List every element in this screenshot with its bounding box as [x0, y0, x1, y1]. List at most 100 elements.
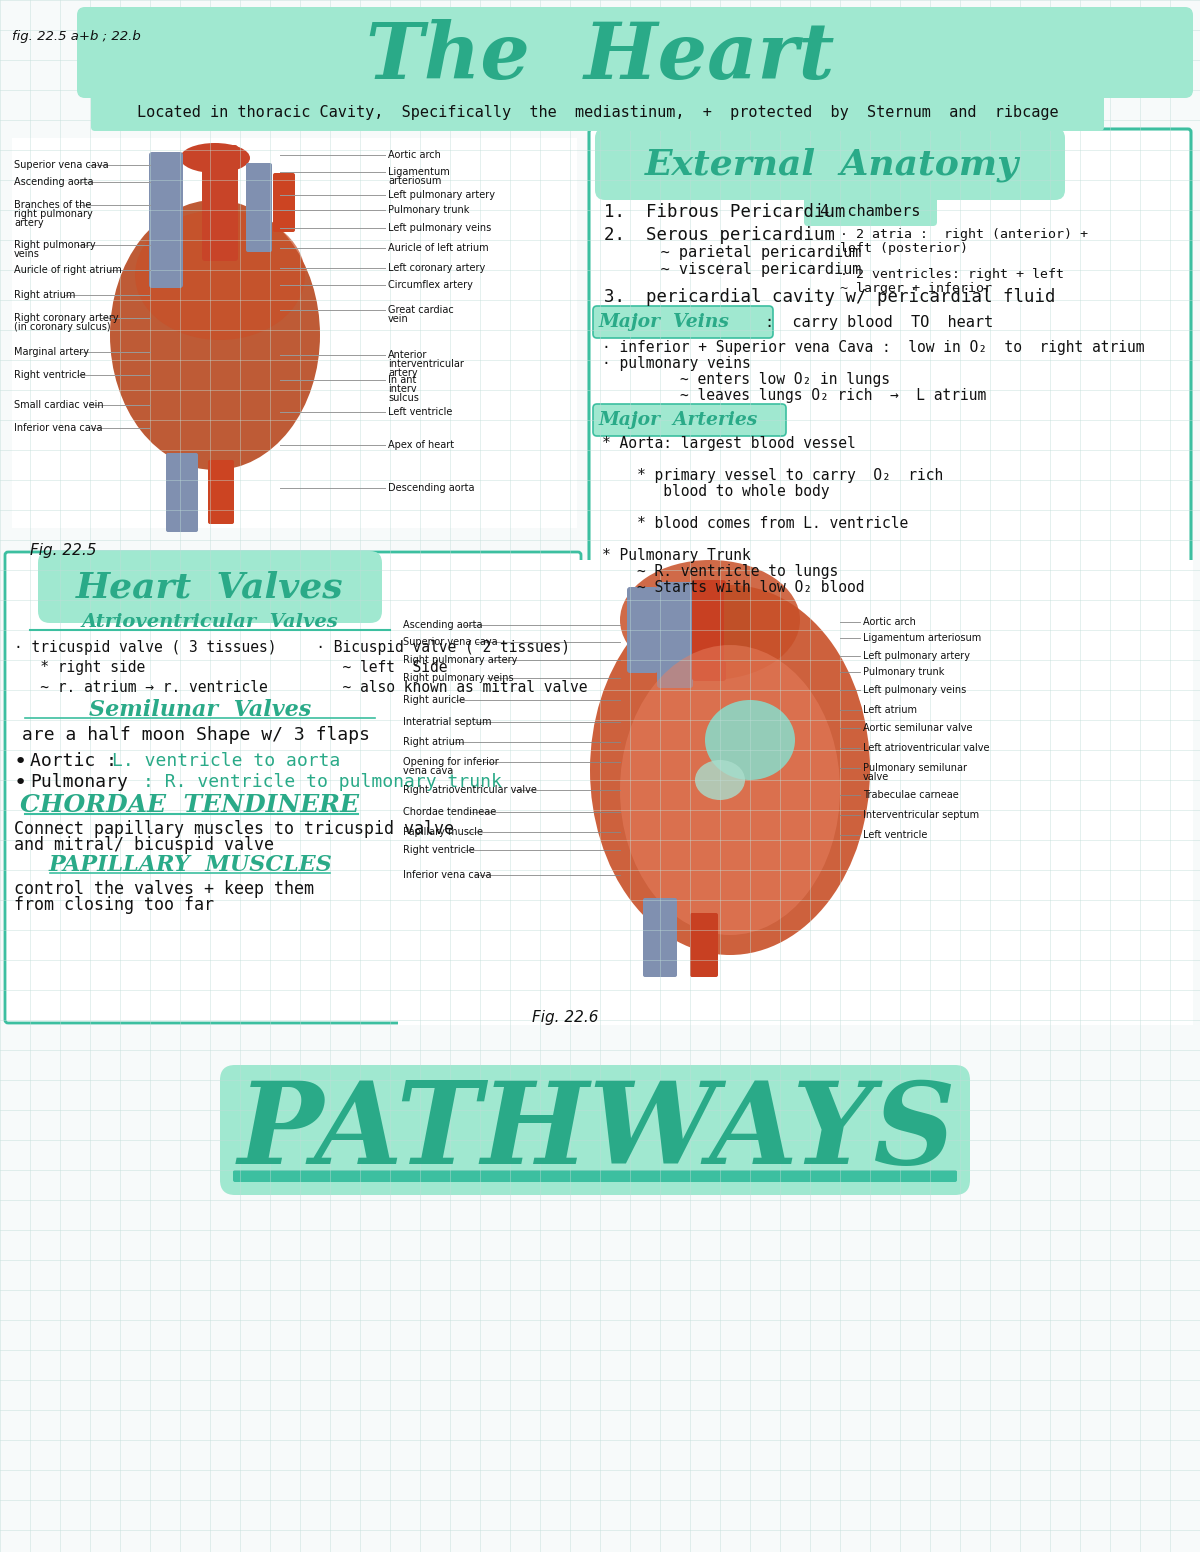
Text: * Aorta: largest blood vessel: * Aorta: largest blood vessel — [602, 436, 856, 452]
Text: fig. 22.5 a+b ; 22.b: fig. 22.5 a+b ; 22.b — [12, 29, 140, 43]
Text: PATHWAYS: PATHWAYS — [238, 1077, 956, 1189]
FancyBboxPatch shape — [628, 587, 658, 674]
Text: veins: veins — [14, 248, 40, 259]
Text: ~ also known as mitral valve: ~ also known as mitral valve — [290, 680, 588, 695]
Text: · pulmonary veins: · pulmonary veins — [602, 355, 751, 371]
Text: Pulmonary semilunar: Pulmonary semilunar — [863, 764, 967, 773]
Text: interventricular: interventricular — [388, 359, 464, 369]
FancyBboxPatch shape — [38, 551, 382, 622]
FancyBboxPatch shape — [593, 404, 786, 436]
Text: blood to whole body: blood to whole body — [602, 484, 829, 500]
Ellipse shape — [620, 646, 840, 934]
Text: : R. ventricle to pulmonary trunk: : R. ventricle to pulmonary trunk — [143, 773, 502, 792]
Text: Left pulmonary artery: Left pulmonary artery — [863, 650, 970, 661]
FancyBboxPatch shape — [233, 1170, 958, 1183]
Ellipse shape — [590, 585, 870, 954]
Ellipse shape — [695, 760, 745, 799]
Text: 2.  Serous pericardium: 2. Serous pericardium — [604, 227, 835, 244]
Text: Small cardiac vein: Small cardiac vein — [14, 400, 103, 410]
Text: (in coronary sulcus): (in coronary sulcus) — [14, 321, 110, 332]
FancyBboxPatch shape — [589, 129, 1190, 655]
Text: vena cava: vena cava — [403, 767, 454, 776]
Text: Interatrial septum: Interatrial septum — [403, 717, 492, 726]
FancyBboxPatch shape — [398, 560, 1193, 1024]
Text: Left pulmonary artery: Left pulmonary artery — [388, 189, 496, 200]
Text: Superior vena cava: Superior vena cava — [403, 636, 498, 647]
Text: Great cardiac: Great cardiac — [388, 306, 454, 315]
FancyBboxPatch shape — [208, 459, 234, 525]
FancyBboxPatch shape — [5, 553, 581, 1023]
Text: Pulmonary trunk: Pulmonary trunk — [863, 667, 944, 677]
Text: ~ parietal pericardium: ~ parietal pericardium — [616, 245, 862, 261]
Text: Right pulmonary: Right pulmonary — [14, 241, 96, 250]
Text: · inferior + Superior vena Cava :  low in O₂  to  right atrium: · inferior + Superior vena Cava : low in… — [602, 340, 1145, 355]
Text: Anterior: Anterior — [388, 351, 427, 360]
FancyBboxPatch shape — [149, 152, 182, 289]
Text: Connect papillary muscles to tricuspid valve: Connect papillary muscles to tricuspid v… — [14, 819, 454, 838]
FancyBboxPatch shape — [166, 453, 198, 532]
Text: * primary vessel to carry  O₂  rich: * primary vessel to carry O₂ rich — [602, 469, 943, 483]
Text: 4  chambers: 4 chambers — [820, 203, 920, 219]
Text: Major  Veins: Major Veins — [599, 314, 730, 331]
Text: 1.  Fibrous Pericardium: 1. Fibrous Pericardium — [604, 203, 846, 220]
Text: Right pulmonary veins: Right pulmonary veins — [403, 674, 514, 683]
Text: Right atrium: Right atrium — [403, 737, 464, 747]
Text: * Pulmonary Trunk: * Pulmonary Trunk — [602, 548, 751, 563]
Text: Chordae tendineae: Chordae tendineae — [403, 807, 497, 816]
Text: control the valves + keep them: control the valves + keep them — [14, 880, 314, 899]
Text: Atrioventricular  Valves: Atrioventricular Valves — [82, 613, 338, 632]
Text: •: • — [14, 753, 28, 771]
Text: artery: artery — [388, 368, 418, 379]
Text: Apex of heart: Apex of heart — [388, 441, 454, 450]
Text: ~ r. atrium → r. ventricle: ~ r. atrium → r. ventricle — [14, 680, 268, 695]
Text: ~ R. ventricle to lungs: ~ R. ventricle to lungs — [602, 563, 839, 579]
Text: Left pulmonary veins: Left pulmonary veins — [388, 223, 491, 233]
Text: interv: interv — [388, 383, 416, 394]
Text: · 2 atria :  right (anterior) +: · 2 atria : right (anterior) + — [840, 228, 1088, 241]
Text: Left atrioventricular valve: Left atrioventricular valve — [863, 743, 990, 753]
Text: Aortic arch: Aortic arch — [863, 618, 916, 627]
Text: Opening for inferior: Opening for inferior — [403, 757, 499, 767]
Ellipse shape — [110, 200, 320, 470]
Ellipse shape — [180, 143, 250, 172]
Text: Pulmonary trunk: Pulmonary trunk — [388, 205, 469, 216]
Text: Ascending aorta: Ascending aorta — [403, 619, 482, 630]
Text: The  Heart: The Heart — [366, 19, 834, 95]
Text: Interventricular septum: Interventricular septum — [863, 810, 979, 819]
Text: Right atrium: Right atrium — [14, 290, 76, 300]
Text: and mitral/ bicuspid valve: and mitral/ bicuspid valve — [14, 837, 274, 854]
Text: Right auricle: Right auricle — [403, 695, 466, 705]
Text: Right pulmonary artery: Right pulmonary artery — [403, 655, 517, 664]
Text: Right ventricle: Right ventricle — [403, 844, 475, 855]
Text: Aortic :: Aortic : — [30, 753, 128, 770]
FancyBboxPatch shape — [658, 582, 694, 688]
Text: ~ visceral pericardium: ~ visceral pericardium — [616, 262, 862, 276]
Text: * blood comes from L. ventricle: * blood comes from L. ventricle — [602, 515, 908, 531]
Text: Left pulmonary veins: Left pulmonary veins — [863, 684, 966, 695]
Text: Inferior vena cava: Inferior vena cava — [14, 424, 102, 433]
Text: valve: valve — [863, 771, 889, 782]
FancyBboxPatch shape — [91, 93, 1104, 130]
Text: * right side: * right side — [14, 660, 145, 675]
Text: Right coronary artery: Right coronary artery — [14, 314, 119, 323]
Text: ~ leaves lungs O₂ rich  →  L atrium: ~ leaves lungs O₂ rich → L atrium — [610, 388, 986, 404]
FancyBboxPatch shape — [220, 1065, 970, 1195]
Text: Left ventricle: Left ventricle — [863, 830, 928, 840]
FancyBboxPatch shape — [643, 899, 677, 978]
FancyBboxPatch shape — [246, 163, 272, 251]
Text: Pulmonary: Pulmonary — [30, 773, 128, 792]
Text: sulcus: sulcus — [388, 393, 419, 404]
Text: Ligamentum arteriosum: Ligamentum arteriosum — [863, 633, 982, 643]
Text: ~ enters low O₂ in lungs: ~ enters low O₂ in lungs — [610, 372, 890, 386]
Text: right pulmonary: right pulmonary — [14, 210, 92, 219]
Text: Papillary muscle: Papillary muscle — [403, 827, 482, 837]
FancyBboxPatch shape — [202, 144, 238, 261]
FancyBboxPatch shape — [804, 196, 937, 227]
Text: ~ larger + inferior: ~ larger + inferior — [840, 282, 992, 295]
FancyBboxPatch shape — [12, 138, 577, 528]
Text: arteriosum: arteriosum — [388, 175, 442, 186]
Text: PAPILLARY  MUSCLES: PAPILLARY MUSCLES — [48, 854, 332, 875]
FancyBboxPatch shape — [593, 306, 773, 338]
Text: Fig. 22.6: Fig. 22.6 — [532, 1010, 599, 1024]
Text: L. ventricle to aorta: L. ventricle to aorta — [112, 753, 341, 770]
